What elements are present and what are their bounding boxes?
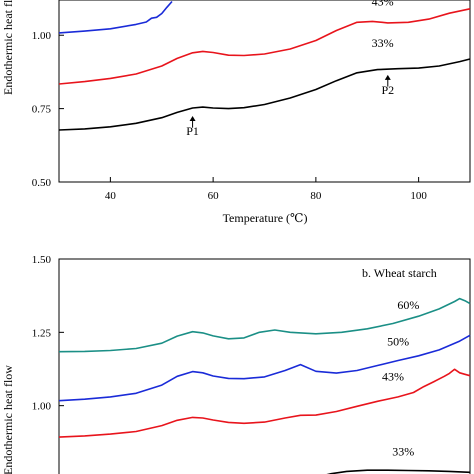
x-tick-label: 80	[310, 190, 322, 202]
p1-arrow	[189, 115, 196, 128]
x-tick-label: 60	[208, 190, 220, 202]
y-tick-label: 1.00	[32, 401, 52, 413]
series-line-33	[326, 469, 471, 474]
panel-a-plot-frame	[58, 0, 471, 183]
panel-b-title: b. Wheat starch	[362, 266, 437, 280]
x-tick-label: 40	[105, 190, 117, 202]
annotation-p1: P1	[186, 124, 199, 138]
panel-b-chart: 1.00 1.25 1.50 60% 50% 43% 33% b. Wheat starc…	[1, 254, 471, 474]
panel-a-y-ticks: 0.50 0.75 1.00	[32, 30, 64, 189]
series-line-43	[58, 368, 471, 438]
panel-b-y-axis-label: Endothermic heat flow	[1, 365, 15, 474]
annotation-60: 60%	[397, 298, 419, 312]
panel-b-plot-frame	[58, 258, 471, 474]
annotation-p2: P2	[381, 83, 394, 97]
y-tick-label: 0.50	[32, 177, 52, 189]
y-tick-label: 1.25	[32, 327, 52, 339]
panel-a-x-axis-label: Temperature (℃)	[223, 211, 308, 225]
series-line-unlabeled-2	[58, 0, 173, 34]
series-line-33	[58, 58, 471, 131]
panel-a-series	[58, 0, 471, 131]
panel-a-chart: 0.50 0.75 1.00 40 60 80 100 43% 33% P1 P2 Temper…	[1, 0, 471, 225]
y-tick-label: 0.75	[32, 104, 52, 116]
panel-a-x-ticks: 40 60 80 100	[105, 177, 427, 202]
panel-b-y-ticks: 1.00 1.25 1.50	[32, 254, 64, 413]
x-tick-label: 100	[410, 190, 427, 202]
annotation-43: 43%	[372, 0, 394, 8]
y-tick-label: 1.00	[32, 30, 52, 42]
series-line-60	[58, 297, 471, 353]
series-line-43	[58, 8, 471, 85]
annotation-33: 33%	[372, 36, 394, 50]
panel-b-series	[58, 297, 471, 474]
panel-a-y-axis-label: Endothermic heat flow	[1, 0, 15, 95]
annotation-33: 33%	[392, 445, 414, 459]
panel-b-annotations: 60% 50% 43% 33%	[382, 298, 419, 459]
y-tick-label: 1.50	[32, 254, 52, 266]
series-line-50	[58, 334, 471, 402]
annotation-43: 43%	[382, 370, 404, 384]
panel-a-annotations: 43% 33% P1 P2	[186, 0, 394, 138]
annotation-50: 50%	[387, 335, 409, 349]
p2-arrow	[384, 74, 391, 87]
